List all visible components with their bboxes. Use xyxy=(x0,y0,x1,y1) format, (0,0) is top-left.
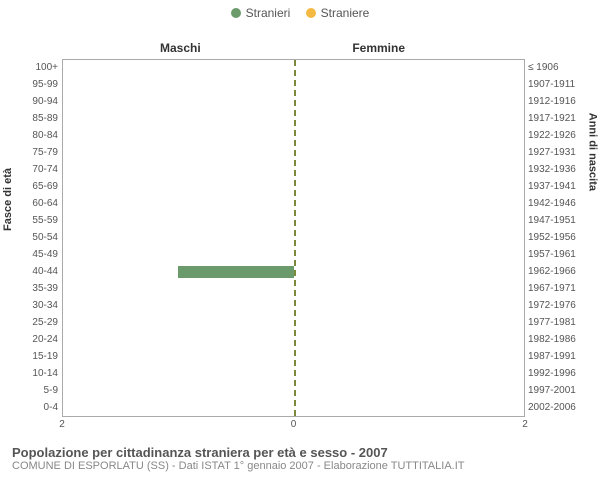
age-tick: 10-14 xyxy=(20,369,58,379)
legend-dot-male xyxy=(231,8,241,18)
header-male: Maschi xyxy=(160,41,201,55)
birth-year-tick: 1907-1911 xyxy=(528,80,584,90)
pyramid-row xyxy=(63,280,524,297)
birth-year-tick: ≤ 1906 xyxy=(528,63,584,73)
pyramid-row xyxy=(63,128,524,145)
birth-year-tick: 1977-1981 xyxy=(528,318,584,328)
x-tick: 2 xyxy=(522,419,528,430)
pyramid-row xyxy=(63,246,524,263)
age-tick: 70-74 xyxy=(20,165,58,175)
birth-year-tick: 1912-1916 xyxy=(528,97,584,107)
birth-year-tick: 1932-1936 xyxy=(528,165,584,175)
age-tick: 95-99 xyxy=(20,80,58,90)
birth-year-tick: 1917-1921 xyxy=(528,114,584,124)
pyramid-row xyxy=(63,331,524,348)
birth-year-tick: 1952-1956 xyxy=(528,233,584,243)
pyramid-row xyxy=(63,111,524,128)
age-tick: 50-54 xyxy=(20,233,58,243)
age-tick: 40-44 xyxy=(20,267,58,277)
birth-year-tick: 2002-2006 xyxy=(528,403,584,413)
pyramid-row xyxy=(63,213,524,230)
age-tick: 0-4 xyxy=(20,403,58,413)
pyramid-row xyxy=(63,60,524,77)
pyramid-row xyxy=(63,382,524,399)
birth-year-tick: 1927-1931 xyxy=(528,148,584,158)
birth-year-tick: 1972-1976 xyxy=(528,301,584,311)
birth-year-tick: 1987-1991 xyxy=(528,352,584,362)
age-tick: 25-29 xyxy=(20,318,58,328)
age-tick: 20-24 xyxy=(20,335,58,345)
age-tick: 90-94 xyxy=(20,97,58,107)
legend: Stranieri Straniere xyxy=(0,0,600,21)
birth-year-tick: 1947-1951 xyxy=(528,216,584,226)
birth-year-tick: 1922-1926 xyxy=(528,131,584,141)
birth-year-tick: 1942-1946 xyxy=(528,199,584,209)
legend-dot-female xyxy=(306,8,316,18)
age-tick: 80-84 xyxy=(20,131,58,141)
age-tick: 60-64 xyxy=(20,199,58,209)
legend-item-male: Stranieri xyxy=(231,6,291,20)
age-tick: 30-34 xyxy=(20,301,58,311)
age-tick: 5-9 xyxy=(20,386,58,396)
pyramid-row xyxy=(63,196,524,213)
legend-label-male: Stranieri xyxy=(246,6,291,20)
age-tick: 45-49 xyxy=(20,250,58,260)
pyramid-row xyxy=(63,348,524,365)
birth-year-tick: 1992-1996 xyxy=(528,369,584,379)
pyramid-row xyxy=(63,145,524,162)
x-tick: 0 xyxy=(291,419,297,430)
population-pyramid: Maschi Femmine Fasce di età Anni di nasc… xyxy=(0,21,600,441)
caption-title: Popolazione per cittadinanza straniera p… xyxy=(12,445,588,460)
pyramid-row xyxy=(63,230,524,247)
pyramid-row xyxy=(63,365,524,382)
age-tick: 100+ xyxy=(20,63,58,73)
birth-year-tick: 1937-1941 xyxy=(528,182,584,192)
birth-year-tick: 1967-1971 xyxy=(528,284,584,294)
y-axis-label-age: Fasce di età xyxy=(2,168,14,231)
pyramid-row xyxy=(63,77,524,94)
birth-year-tick: 1962-1966 xyxy=(528,267,584,277)
caption-sub: COMUNE DI ESPORLATU (SS) - Dati ISTAT 1°… xyxy=(12,460,588,472)
pyramid-row xyxy=(63,162,524,179)
age-tick: 15-19 xyxy=(20,352,58,362)
x-axis-ticks: 2 0 2 xyxy=(62,419,525,433)
x-tick: 2 xyxy=(59,419,65,430)
pyramid-row xyxy=(63,314,524,331)
age-tick: 55-59 xyxy=(20,216,58,226)
header-female: Femmine xyxy=(352,41,405,55)
pyramid-row xyxy=(63,297,524,314)
bar-male xyxy=(178,266,293,278)
pyramid-row xyxy=(63,263,524,280)
caption: Popolazione per cittadinanza straniera p… xyxy=(0,441,600,472)
y-axis-label-birth: Anni di nascita xyxy=(586,113,598,191)
plot-area xyxy=(62,59,525,417)
age-tick: 75-79 xyxy=(20,148,58,158)
legend-label-female: Straniere xyxy=(321,6,370,20)
birth-year-tick: 1957-1961 xyxy=(528,250,584,260)
legend-item-female: Straniere xyxy=(306,6,370,20)
age-tick: 85-89 xyxy=(20,114,58,124)
pyramid-row xyxy=(63,399,524,416)
birth-year-tick: 1982-1986 xyxy=(528,335,584,345)
pyramid-row xyxy=(63,179,524,196)
age-tick: 65-69 xyxy=(20,182,58,192)
birth-year-tick: 1997-2001 xyxy=(528,386,584,396)
pyramid-row xyxy=(63,94,524,111)
age-tick: 35-39 xyxy=(20,284,58,294)
